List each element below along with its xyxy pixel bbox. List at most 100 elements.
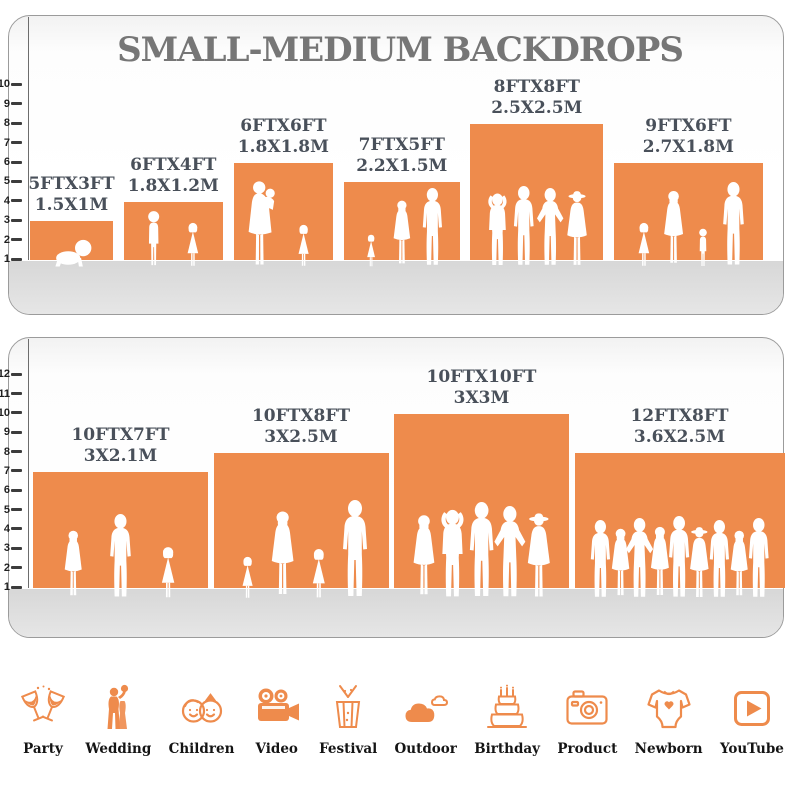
size-label-meters: 1.8X1.2M xyxy=(127,175,219,196)
scale-tick xyxy=(11,82,22,86)
scale-tick-label: 3 xyxy=(3,542,10,555)
man-hips-silhouette xyxy=(536,188,564,265)
youtube-icon xyxy=(733,691,770,726)
man-arms-up-silhouette xyxy=(441,509,464,597)
man-arms-up-silhouette xyxy=(487,193,507,265)
woman-silhouette xyxy=(393,200,411,264)
page-title: SMALL-MEDIUM BACKDROPS xyxy=(117,30,684,70)
category-label: YouTube xyxy=(719,741,784,757)
scale-tick-label: 11 xyxy=(0,387,10,400)
size-label: 6FTX6FT 1.8X1.8M xyxy=(189,116,379,158)
birthday-icon xyxy=(487,684,528,728)
scale-tick-label: 9 xyxy=(3,426,10,439)
size-label: 9FTX6FT 2.7X1.8M xyxy=(569,116,800,158)
woman-silhouette xyxy=(730,530,748,596)
scale-tick-label: 6 xyxy=(3,484,10,497)
category-label: Wedding xyxy=(85,741,152,757)
category-item-wedding: Wedding xyxy=(85,683,151,757)
scale-tick-label: 8 xyxy=(3,117,10,130)
woman-silhouette xyxy=(611,528,629,596)
floor-upper xyxy=(9,261,783,314)
scale-tick-label: 8 xyxy=(3,445,10,458)
category-item-newborn: Newborn xyxy=(635,683,703,757)
scale-tick-label: 10 xyxy=(0,406,10,419)
size-label-feet: 12FTX8FT xyxy=(630,405,729,426)
scale-tick-label: 1 xyxy=(3,581,10,593)
woman-silhouette xyxy=(272,511,294,594)
woman-silhouette xyxy=(64,530,82,596)
girl-silhouette xyxy=(638,222,649,266)
category-label: Children xyxy=(168,741,235,757)
man-silhouette xyxy=(469,502,494,597)
scale-tick xyxy=(11,179,22,183)
man-silhouette xyxy=(342,500,367,596)
size-label: 10FTX10FT 3X3M xyxy=(349,367,614,409)
size-label-meters: 3X2.5M xyxy=(264,426,338,447)
size-label-feet: 8FTX8FT xyxy=(493,77,580,98)
girl-silhouette xyxy=(298,224,309,266)
size-label-feet: 6FTX4FT xyxy=(130,154,217,175)
category-label: Birthday xyxy=(474,741,540,757)
woman-silhouette xyxy=(664,190,683,263)
woman-pose-silhouette xyxy=(527,513,550,597)
scale-tick-label: 4 xyxy=(3,522,10,535)
scale-tick xyxy=(11,141,22,145)
size-label: 7FTX5FT 2.2X1.5M xyxy=(299,135,505,177)
festival-icon xyxy=(336,685,361,728)
category-item-birthday: Birthday xyxy=(474,683,540,757)
scale-tick-label: 10 xyxy=(0,78,10,91)
children-icon xyxy=(181,693,222,723)
man-silhouette xyxy=(513,186,534,265)
woman-pose-silhouette xyxy=(690,527,709,598)
size-label-feet: 10FTX7FT xyxy=(71,424,170,445)
scale-tick xyxy=(11,238,22,242)
scale-tick-label: 12 xyxy=(0,368,10,381)
girl-silhouette xyxy=(161,547,175,598)
backdrop-block xyxy=(123,201,224,260)
scale-tick-label: 5 xyxy=(3,175,10,188)
scale-tick xyxy=(11,121,22,125)
scale-tick-label: 2 xyxy=(3,561,10,574)
baby-crawl-silhouette xyxy=(55,239,92,267)
man-silhouette xyxy=(722,182,744,265)
size-label: 10FTX7FT 3X2.1M xyxy=(0,425,253,467)
scale-tick-label: 7 xyxy=(3,464,10,477)
wedding-icon xyxy=(107,684,129,729)
size-label-feet: 6FTX6FT xyxy=(240,116,327,136)
size-label-meters: 2.7X1.8M xyxy=(642,137,734,157)
size-label-meters: 2.2X1.5M xyxy=(356,156,448,177)
scale-tick-label: 5 xyxy=(3,503,10,516)
man-silhouette xyxy=(423,188,443,265)
girl-silhouette xyxy=(366,234,375,267)
category-label: Festival xyxy=(319,741,378,757)
scale-tick-label: 1 xyxy=(3,253,10,265)
category-label: Video xyxy=(255,741,298,757)
man-silhouette xyxy=(590,520,610,597)
scale-axis-line xyxy=(28,339,29,588)
size-label-feet: 9FTX6FT xyxy=(645,116,732,136)
size-label-feet: 10FTX10FT xyxy=(426,366,537,387)
scale-tick xyxy=(11,372,22,376)
man-silhouette xyxy=(110,514,131,597)
size-label: 6FTX4FT 1.8X1.2M xyxy=(79,155,269,197)
mother-holding-baby-silhouette xyxy=(248,181,275,265)
category-item-video: Video xyxy=(252,683,302,757)
outdoor-icon xyxy=(405,695,448,722)
scale-tick xyxy=(11,469,22,473)
size-label: 12FTX8FT 3.6X2.5M xyxy=(530,406,800,448)
backdrop-block xyxy=(233,163,334,260)
scale-tick xyxy=(11,546,22,550)
size-label-feet: 5FTX3FT xyxy=(28,174,115,195)
category-item-product: Product xyxy=(557,683,617,757)
category-label: Outdoor xyxy=(394,741,457,757)
size-label-meters: 1.8X1.8M xyxy=(237,137,329,157)
girl-silhouette xyxy=(187,222,199,266)
category-label: Product xyxy=(557,741,618,757)
scale-axis-line xyxy=(28,17,29,260)
boy-silhouette xyxy=(147,211,159,266)
scale-tick-label: 7 xyxy=(3,136,10,149)
category-item-festival: Festival xyxy=(319,683,377,757)
scale-tick xyxy=(11,160,22,164)
scale-tick xyxy=(11,257,22,261)
